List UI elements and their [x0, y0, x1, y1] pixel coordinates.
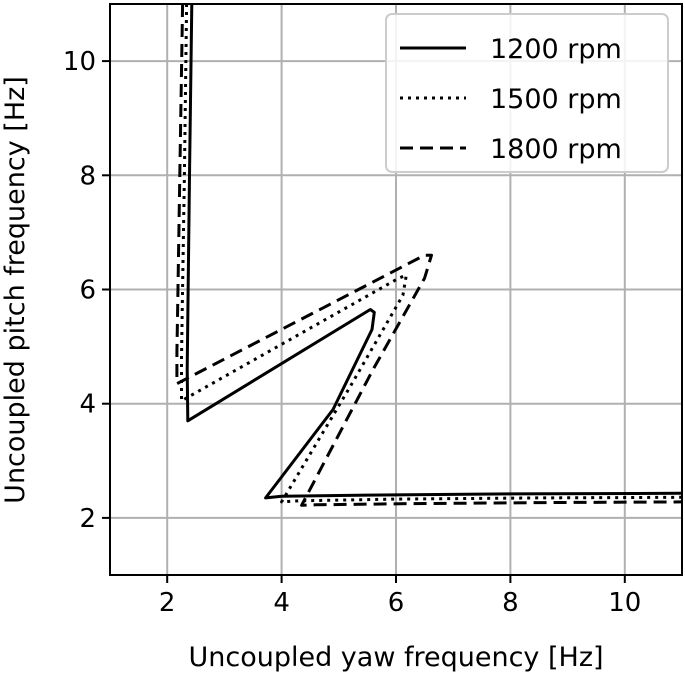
- x-tick-label-3: 8: [502, 588, 519, 618]
- series-layer: [175, 4, 682, 507]
- series-line-2: [175, 4, 682, 507]
- y-tick-label-2: 6: [79, 276, 96, 306]
- ticks: 2 4 6 8 10 2 4 6 8 10: [63, 47, 641, 618]
- legend-box: [385, 13, 669, 173]
- x-axis-label: Uncoupled yaw frequency [Hz]: [188, 642, 603, 673]
- legend-label-2: 1800 rpm: [490, 134, 622, 165]
- y-tick-label-0: 2: [79, 504, 96, 534]
- y-tick-label-1: 4: [79, 390, 96, 420]
- series-line-1: [180, 4, 682, 504]
- legend-label-0: 1200 rpm: [490, 34, 622, 65]
- x-tick-label-1: 4: [273, 588, 290, 618]
- y-axis-label: Uncoupled pitch frequency [Hz]: [0, 76, 31, 504]
- y-tick-label-4: 10: [63, 47, 96, 77]
- series-line-0: [185, 4, 682, 500]
- x-tick-label-2: 6: [388, 588, 405, 618]
- y-tick-label-3: 8: [79, 161, 96, 191]
- x-tick-label-4: 10: [608, 588, 641, 618]
- legend-label-1: 1500 rpm: [490, 84, 622, 115]
- x-tick-label-0: 2: [159, 588, 176, 618]
- legend: 1200 rpm 1500 rpm 1800 rpm: [385, 13, 669, 173]
